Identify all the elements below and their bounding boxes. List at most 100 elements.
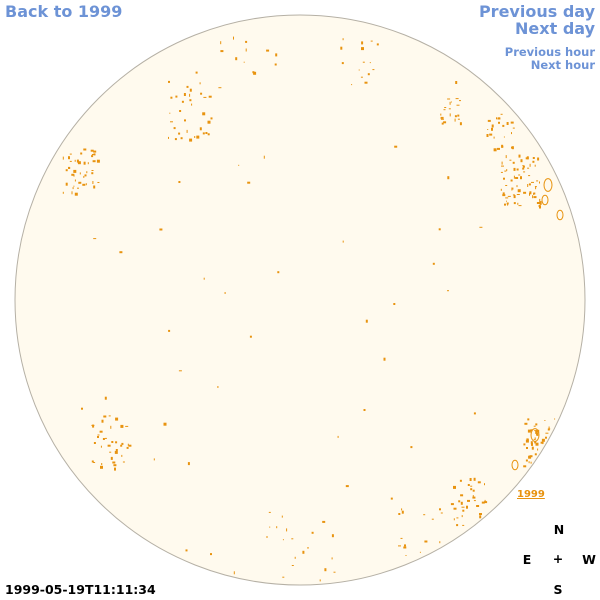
active-region-mark <box>504 170 507 172</box>
active-region-mark <box>530 461 532 464</box>
active-region-mark <box>266 536 268 538</box>
active-region-mark <box>383 357 386 361</box>
active-region-mark <box>107 444 111 447</box>
active-region-mark <box>439 508 441 511</box>
active-region-mark <box>101 463 103 465</box>
active-region-mark <box>266 49 270 52</box>
active-region-mark <box>534 430 538 432</box>
active-region-mark <box>526 447 528 449</box>
active-region-mark <box>491 127 493 131</box>
active-region-mark <box>498 117 501 119</box>
active-region-mark <box>548 426 550 430</box>
active-region-mark <box>535 442 539 446</box>
active-region-ring <box>556 209 564 221</box>
active-region-mark <box>456 104 460 106</box>
active-region-mark <box>467 484 470 486</box>
active-region-mark <box>102 438 105 440</box>
active-region-mark <box>513 202 516 205</box>
active-region-mark <box>173 127 176 130</box>
active-region-mark <box>470 488 473 491</box>
active-region-mark <box>533 196 537 199</box>
active-region-mark <box>536 429 540 433</box>
active-region-mark <box>369 62 371 64</box>
active-region-mark <box>163 422 167 426</box>
active-region-mark <box>217 386 219 388</box>
active-region-mark <box>535 186 537 190</box>
active-region-mark <box>515 177 519 179</box>
active-region-mark <box>479 226 483 228</box>
active-region-mark <box>530 429 533 432</box>
active-region-mark <box>484 499 486 502</box>
observation-timestamp: 1999-05-19T11:11:34 <box>5 582 156 597</box>
active-region-mark <box>365 319 368 323</box>
back-to-year-link[interactable]: Back to 1999 <box>5 2 123 21</box>
active-region-mark <box>205 132 208 134</box>
active-region-mark <box>526 156 529 160</box>
active-region-mark <box>340 46 343 50</box>
active-region-mark <box>178 132 181 135</box>
active-region-mark <box>507 203 509 206</box>
active-region-mark <box>233 36 234 40</box>
active-region-mark <box>269 526 271 528</box>
active-region-mark <box>282 539 284 541</box>
active-region-mark <box>448 108 451 110</box>
active-region-mark <box>342 240 344 243</box>
active-region-mark <box>65 169 68 172</box>
active-region-mark <box>536 202 540 204</box>
active-region-mark <box>93 462 96 463</box>
active-region-mark <box>277 271 280 274</box>
active-region-mark <box>291 565 294 566</box>
active-region-mark <box>120 424 124 428</box>
active-region-mark <box>100 445 102 448</box>
active-region-mark <box>516 185 518 188</box>
previous-hour-link[interactable]: Previous hour <box>504 45 595 59</box>
active-region-mark <box>263 155 265 159</box>
active-region-mark <box>322 520 326 523</box>
active-region-mark <box>472 495 474 498</box>
active-region-mark <box>505 155 507 159</box>
active-region-mark <box>97 436 99 438</box>
active-region-mark <box>159 228 163 231</box>
active-region-mark <box>189 93 191 97</box>
active-region-mark <box>80 152 83 155</box>
active-region-mark <box>459 479 462 482</box>
active-region-mark <box>245 48 247 52</box>
active-region-mark <box>68 156 70 160</box>
active-region-mark <box>127 443 129 446</box>
active-region-mark <box>512 161 515 164</box>
active-region-mark <box>472 496 476 499</box>
active-region-mark <box>506 200 507 202</box>
next-hour-link[interactable]: Next hour <box>530 58 595 72</box>
active-region-mark <box>275 53 278 57</box>
active-region-mark <box>69 153 72 155</box>
active-region-mark <box>441 122 444 125</box>
active-region-mark <box>91 170 94 171</box>
active-region-mark <box>507 195 511 197</box>
active-region-mark <box>92 160 96 163</box>
active-region-mark <box>202 112 206 116</box>
active-region-mark <box>449 113 451 117</box>
active-region-mark <box>113 464 117 467</box>
active-region-mark <box>534 164 536 167</box>
active-region-ring <box>530 428 540 442</box>
active-region-mark <box>457 114 460 117</box>
active-region-mark <box>87 162 89 165</box>
active-region-mark <box>101 419 104 423</box>
active-region-mark <box>524 422 528 425</box>
active-region-mark <box>170 121 173 123</box>
active-region-mark <box>104 396 107 400</box>
active-region-mark <box>120 444 123 447</box>
active-region-mark <box>500 171 503 173</box>
active-region-mark <box>174 138 177 141</box>
active-region-mark <box>274 63 277 66</box>
active-region-mark <box>526 438 529 441</box>
active-region-mark <box>527 184 529 187</box>
next-day-link[interactable]: Next day <box>515 19 595 38</box>
active-region-mark <box>351 84 353 86</box>
active-region-mark <box>532 195 534 199</box>
year-link[interactable]: 1999 <box>517 489 545 500</box>
active-region-mark <box>71 173 75 176</box>
active-region-mark <box>479 515 482 519</box>
previous-day-link[interactable]: Previous day <box>478 2 595 21</box>
active-region-mark <box>189 88 192 92</box>
